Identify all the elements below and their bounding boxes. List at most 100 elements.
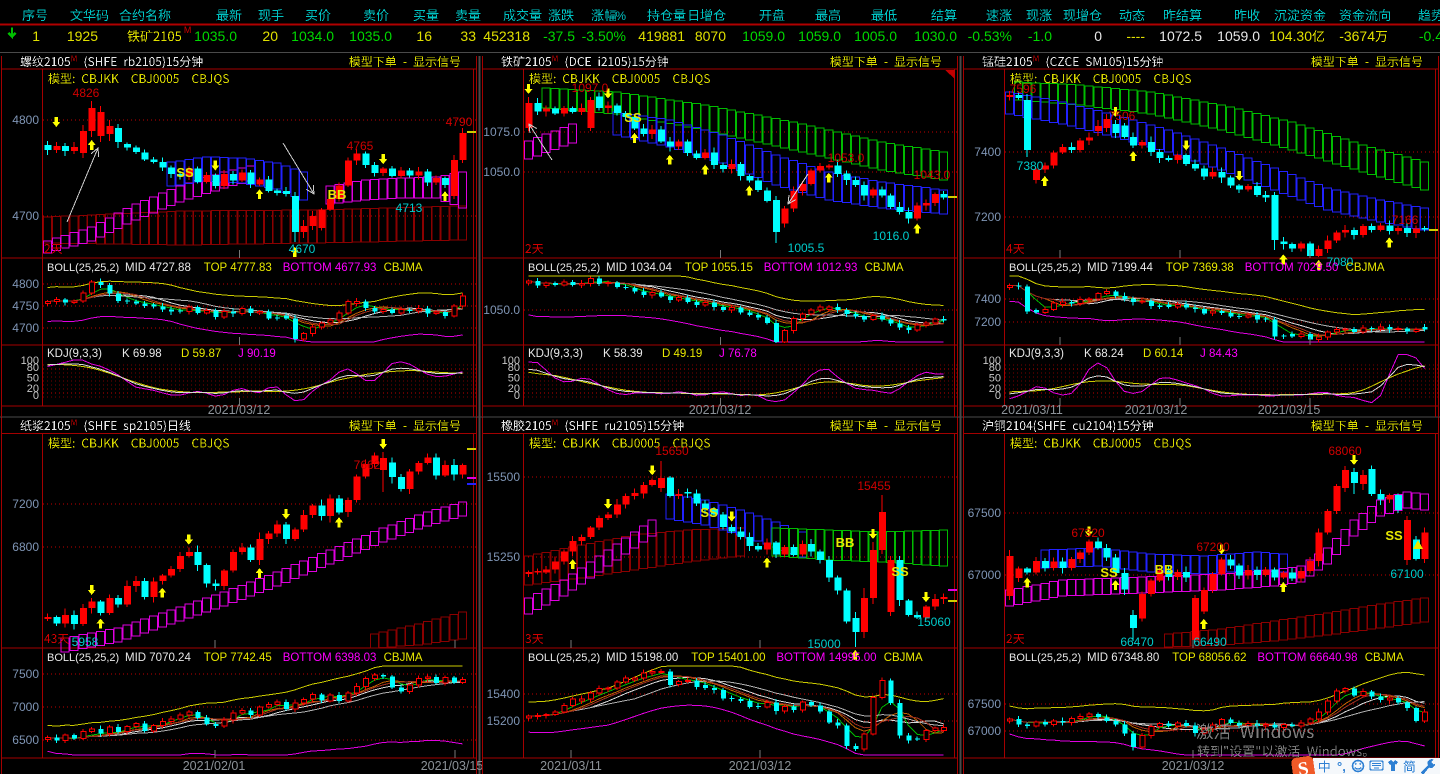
svg-text:4800: 4800	[12, 277, 39, 291]
svg-text:1035.0: 1035.0	[349, 28, 392, 44]
svg-text:68060: 68060	[1328, 444, 1362, 458]
svg-text:7400: 7400	[974, 145, 1001, 159]
svg-text:67500: 67500	[968, 697, 1002, 711]
svg-text:5958: 5958	[72, 635, 99, 649]
svg-text:2021/03/12: 2021/03/12	[729, 759, 792, 773]
svg-text:D 49.19: D 49.19	[662, 348, 702, 360]
svg-text:-3674: -3674	[1339, 28, 1375, 44]
svg-text:1059.0: 1059.0	[742, 28, 785, 44]
svg-text:D 60.14: D 60.14	[1143, 348, 1184, 360]
svg-text:80: 80	[27, 362, 39, 374]
svg-text:J 76.78: J 76.78	[719, 348, 757, 360]
svg-text:7166: 7166	[1392, 213, 1419, 227]
svg-text:67100: 67100	[1390, 567, 1424, 581]
svg-text:K 68.24: K 68.24	[1084, 348, 1124, 360]
svg-text:BOLL(25,25,2): BOLL(25,25,2)	[47, 652, 119, 664]
svg-text:J 84.43: J 84.43	[1200, 348, 1238, 360]
svg-text:15400: 15400	[487, 687, 521, 701]
svg-text:SS: SS	[624, 110, 642, 125]
svg-text:1030.0: 1030.0	[914, 28, 957, 44]
svg-text:BB: BB	[1155, 562, 1174, 577]
svg-text:100: 100	[502, 355, 520, 367]
svg-text:67200: 67200	[1196, 540, 1230, 554]
svg-text:1050.0: 1050.0	[483, 303, 520, 317]
svg-text:BOLL(25,25,2): BOLL(25,25,2)	[47, 262, 119, 274]
svg-text:4713: 4713	[396, 201, 423, 215]
svg-text:1053.0: 1053.0	[828, 151, 865, 165]
svg-text:MID 7199.44: MID 7199.44	[1087, 262, 1153, 274]
svg-text:MID 1034.04: MID 1034.04	[606, 262, 672, 274]
svg-text:TOP 1055.15: TOP 1055.15	[685, 262, 753, 274]
svg-text:80: 80	[989, 362, 1001, 374]
svg-text:SS: SS	[700, 505, 718, 520]
svg-text:CBJMA: CBJMA	[865, 262, 904, 274]
svg-text:J 90.19: J 90.19	[238, 348, 276, 360]
svg-text:CBJMA: CBJMA	[1365, 652, 1404, 664]
svg-text:----: ----	[1126, 28, 1145, 44]
svg-text:1: 1	[32, 28, 40, 44]
svg-text:15000: 15000	[807, 637, 841, 651]
svg-text:D 59.87: D 59.87	[181, 348, 221, 360]
svg-text:BB: BB	[328, 187, 347, 202]
svg-text:100: 100	[21, 355, 39, 367]
svg-text:66470: 66470	[1120, 635, 1154, 649]
svg-text:7200: 7200	[12, 497, 39, 511]
svg-text:15250: 15250	[487, 550, 521, 564]
svg-text:BOTTOM 1012.93: BOTTOM 1012.93	[764, 262, 858, 274]
svg-text:4826: 4826	[73, 86, 100, 100]
svg-text:KDJ(9,3,3): KDJ(9,3,3)	[47, 348, 102, 360]
svg-text:104.30: 104.30	[1269, 28, 1312, 44]
svg-text:1072.5: 1072.5	[1159, 28, 1202, 44]
svg-text:°,: °,	[1337, 759, 1346, 774]
svg-text:TOP 68056.62: TOP 68056.62	[1172, 652, 1246, 664]
svg-text:1016.0: 1016.0	[873, 229, 910, 243]
svg-text:2021/02/01: 2021/02/01	[183, 759, 246, 773]
svg-text:MID 15198.00: MID 15198.00	[606, 652, 678, 664]
svg-text:M: M	[184, 25, 192, 35]
svg-text:2021/03/11: 2021/03/11	[1001, 403, 1063, 417]
svg-text:TOP 15401.00: TOP 15401.00	[691, 652, 765, 664]
svg-text:20: 20	[262, 28, 278, 44]
svg-text:K 69.98: K 69.98	[122, 348, 162, 360]
svg-text:7200: 7200	[974, 210, 1001, 224]
svg-text:4700: 4700	[12, 209, 39, 223]
svg-text:7380: 7380	[1017, 159, 1044, 173]
svg-text:1035.0: 1035.0	[194, 28, 237, 44]
svg-text:15650: 15650	[655, 444, 689, 458]
svg-text:0: 0	[995, 390, 1001, 402]
svg-text:-37.5: -37.5	[543, 28, 575, 44]
svg-text:7080: 7080	[1327, 255, 1354, 269]
svg-text:BOLL(25,25,2): BOLL(25,25,2)	[1009, 652, 1081, 664]
svg-text:50: 50	[27, 373, 39, 385]
svg-text:BOTTOM 4677.93: BOTTOM 4677.93	[283, 262, 377, 274]
svg-text:452318: 452318	[483, 28, 530, 44]
svg-text:4750: 4750	[12, 299, 39, 313]
svg-text:MID 67348.80: MID 67348.80	[1087, 652, 1159, 664]
svg-text:4790: 4790	[446, 115, 473, 129]
svg-text:1034.0: 1034.0	[291, 28, 334, 44]
svg-text:2021/03/11: 2021/03/11	[540, 759, 602, 773]
svg-text:16: 16	[416, 28, 432, 44]
svg-text:-0.53%: -0.53%	[968, 28, 1012, 44]
svg-text:CBJMA: CBJMA	[884, 652, 923, 664]
svg-text:15455: 15455	[857, 479, 891, 493]
svg-text:6800: 6800	[12, 540, 39, 554]
svg-text:-1.0: -1.0	[1028, 28, 1052, 44]
svg-text:MID 7070.24: MID 7070.24	[125, 652, 191, 664]
svg-text:BOTTOM 7029.50: BOTTOM 7029.50	[1245, 262, 1339, 274]
svg-text:7500: 7500	[12, 667, 39, 681]
svg-text:CBJMA: CBJMA	[384, 262, 423, 274]
svg-text:2021/03/12: 2021/03/12	[1125, 403, 1188, 417]
svg-text:TOP 4777.83: TOP 4777.83	[204, 262, 272, 274]
svg-text:80: 80	[508, 362, 520, 374]
svg-text:SS: SS	[1100, 565, 1118, 580]
svg-text:1043.0: 1043.0	[914, 168, 951, 182]
svg-text:15500: 15500	[487, 470, 521, 484]
svg-text:67000: 67000	[968, 568, 1002, 582]
svg-text:33: 33	[460, 28, 476, 44]
svg-text:1075.0: 1075.0	[483, 125, 520, 139]
svg-text:BOLL(25,25,2): BOLL(25,25,2)	[1009, 262, 1081, 274]
svg-text:SS: SS	[176, 165, 194, 180]
svg-text:BOTTOM 6398.03: BOTTOM 6398.03	[283, 652, 377, 664]
svg-text:50: 50	[989, 373, 1001, 385]
